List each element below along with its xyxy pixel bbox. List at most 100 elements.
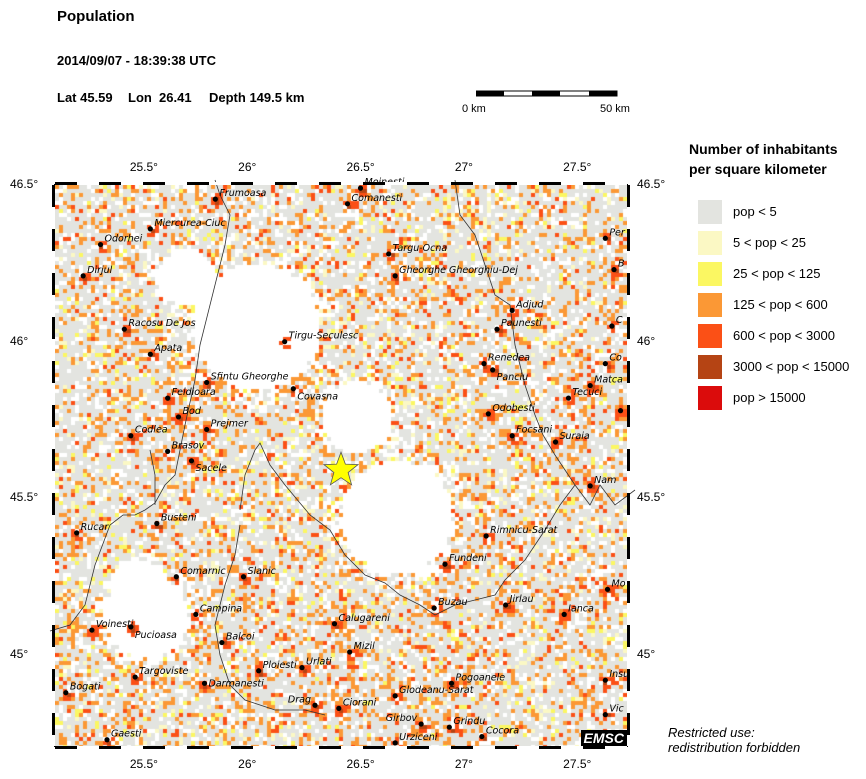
city-marker <box>132 674 138 680</box>
scale-end-label: 50 km <box>600 103 630 115</box>
city-marker <box>386 251 392 257</box>
frame-segment <box>627 207 630 229</box>
frame-segment <box>253 746 275 749</box>
frame-segment <box>627 405 630 427</box>
city-marker <box>485 411 491 417</box>
city-label: Insu <box>609 669 629 680</box>
city-marker <box>212 196 218 202</box>
frame-segment <box>52 229 55 251</box>
city-label: Vic <box>609 704 624 715</box>
city-marker <box>147 226 153 232</box>
city-marker <box>347 649 353 655</box>
city-marker <box>494 326 500 332</box>
frame-segment <box>52 603 55 625</box>
frame-segment <box>165 746 187 749</box>
city-marker <box>204 426 210 433</box>
frame-segment <box>627 691 630 713</box>
scale-bar <box>476 90 618 97</box>
frame-segment <box>429 746 451 749</box>
city-label: Fundeni <box>449 553 487 564</box>
city-label: Focsani <box>516 425 552 436</box>
map-frame <box>52 182 630 749</box>
city-label: Sfintu Gheorghe <box>211 371 289 382</box>
frame-segment <box>297 746 319 749</box>
city-marker <box>481 361 487 367</box>
city-label: Ciorani <box>343 697 377 708</box>
lon-tick-label-top: 27° <box>454 160 473 174</box>
frame-segment <box>52 537 55 559</box>
city-marker <box>448 680 455 686</box>
lat-tick-label-left: 46° <box>10 333 29 348</box>
city-label: Pogoanele <box>456 672 506 683</box>
city-label: Ploiesti <box>263 660 297 671</box>
frame-segment <box>627 669 630 691</box>
lon-tick-label-bottom: 25.5° <box>129 757 158 771</box>
city-marker <box>509 307 515 313</box>
city-marker <box>173 574 179 580</box>
city-label: Co <box>609 353 622 364</box>
city-label: Ianca <box>568 603 594 614</box>
lon-tick-label-top: 27.5° <box>563 160 592 174</box>
epicenter-star-icon <box>322 451 360 486</box>
legend-swatch <box>698 231 722 255</box>
frame-segment <box>627 515 630 537</box>
frame-segment <box>627 713 630 735</box>
lon-tick-label-top: 26° <box>238 160 257 174</box>
city-marker <box>201 680 208 686</box>
city-marker <box>490 367 496 373</box>
lat-tick-label-right: 45° <box>637 647 656 662</box>
lat-tick-label-left: 46.5° <box>10 177 39 191</box>
frame-segment <box>517 182 539 185</box>
frame-segment <box>407 182 429 185</box>
frame-segment <box>627 559 630 581</box>
city-marker <box>479 733 485 740</box>
event-depth: Depth 149.5 km <box>209 90 305 105</box>
frame-segment <box>561 746 583 749</box>
frame-segment <box>473 746 495 749</box>
frame-segment <box>209 182 231 185</box>
city-marker <box>509 433 515 439</box>
frame-segment <box>52 647 55 669</box>
city-marker <box>165 395 171 401</box>
legend-swatch <box>698 386 722 410</box>
legend-label: pop < 5 <box>733 204 777 219</box>
frame-segment <box>209 746 231 749</box>
city-marker <box>80 273 86 279</box>
city-marker <box>128 433 134 439</box>
frame-segment <box>52 449 55 471</box>
legend-label: 600 < pop < 3000 <box>733 328 835 343</box>
city-marker <box>609 323 615 329</box>
city-marker <box>89 627 95 633</box>
city-marker <box>392 273 398 279</box>
legend-swatch <box>698 200 722 224</box>
legend-swatch <box>698 355 722 379</box>
frame-segment <box>627 493 630 515</box>
frame-segment <box>52 515 55 537</box>
city-label: C <box>616 315 623 326</box>
frame-segment <box>495 746 517 749</box>
frame-segment <box>52 713 55 735</box>
city-label: Cocora <box>486 726 519 737</box>
frame-segment <box>627 735 630 746</box>
city-marker <box>446 724 452 730</box>
city-label: Busteni <box>161 512 197 523</box>
lat-tick-label-right: 46.5° <box>637 177 666 191</box>
frame-segment <box>341 182 363 185</box>
frame-segment <box>143 182 165 185</box>
legend-label: 3000 < pop < 15000 <box>733 359 850 374</box>
city-label: Calugareni <box>339 613 391 624</box>
city-label: Bogati <box>70 682 101 693</box>
frame-segment <box>52 295 55 317</box>
city-marker <box>299 665 305 671</box>
frame-segment <box>363 182 385 185</box>
legend-swatch <box>698 293 722 317</box>
city-label: Codlea <box>135 425 168 436</box>
frame-segment <box>319 746 341 749</box>
city-label: Pucioasa <box>135 630 177 641</box>
city-marker <box>483 533 489 539</box>
frame-segment <box>627 229 630 251</box>
city-label: Covasna <box>297 392 338 403</box>
frame-segment <box>451 746 473 749</box>
city-label: Glodeanu-Sarat <box>399 685 475 696</box>
map-title: Population <box>57 8 135 25</box>
